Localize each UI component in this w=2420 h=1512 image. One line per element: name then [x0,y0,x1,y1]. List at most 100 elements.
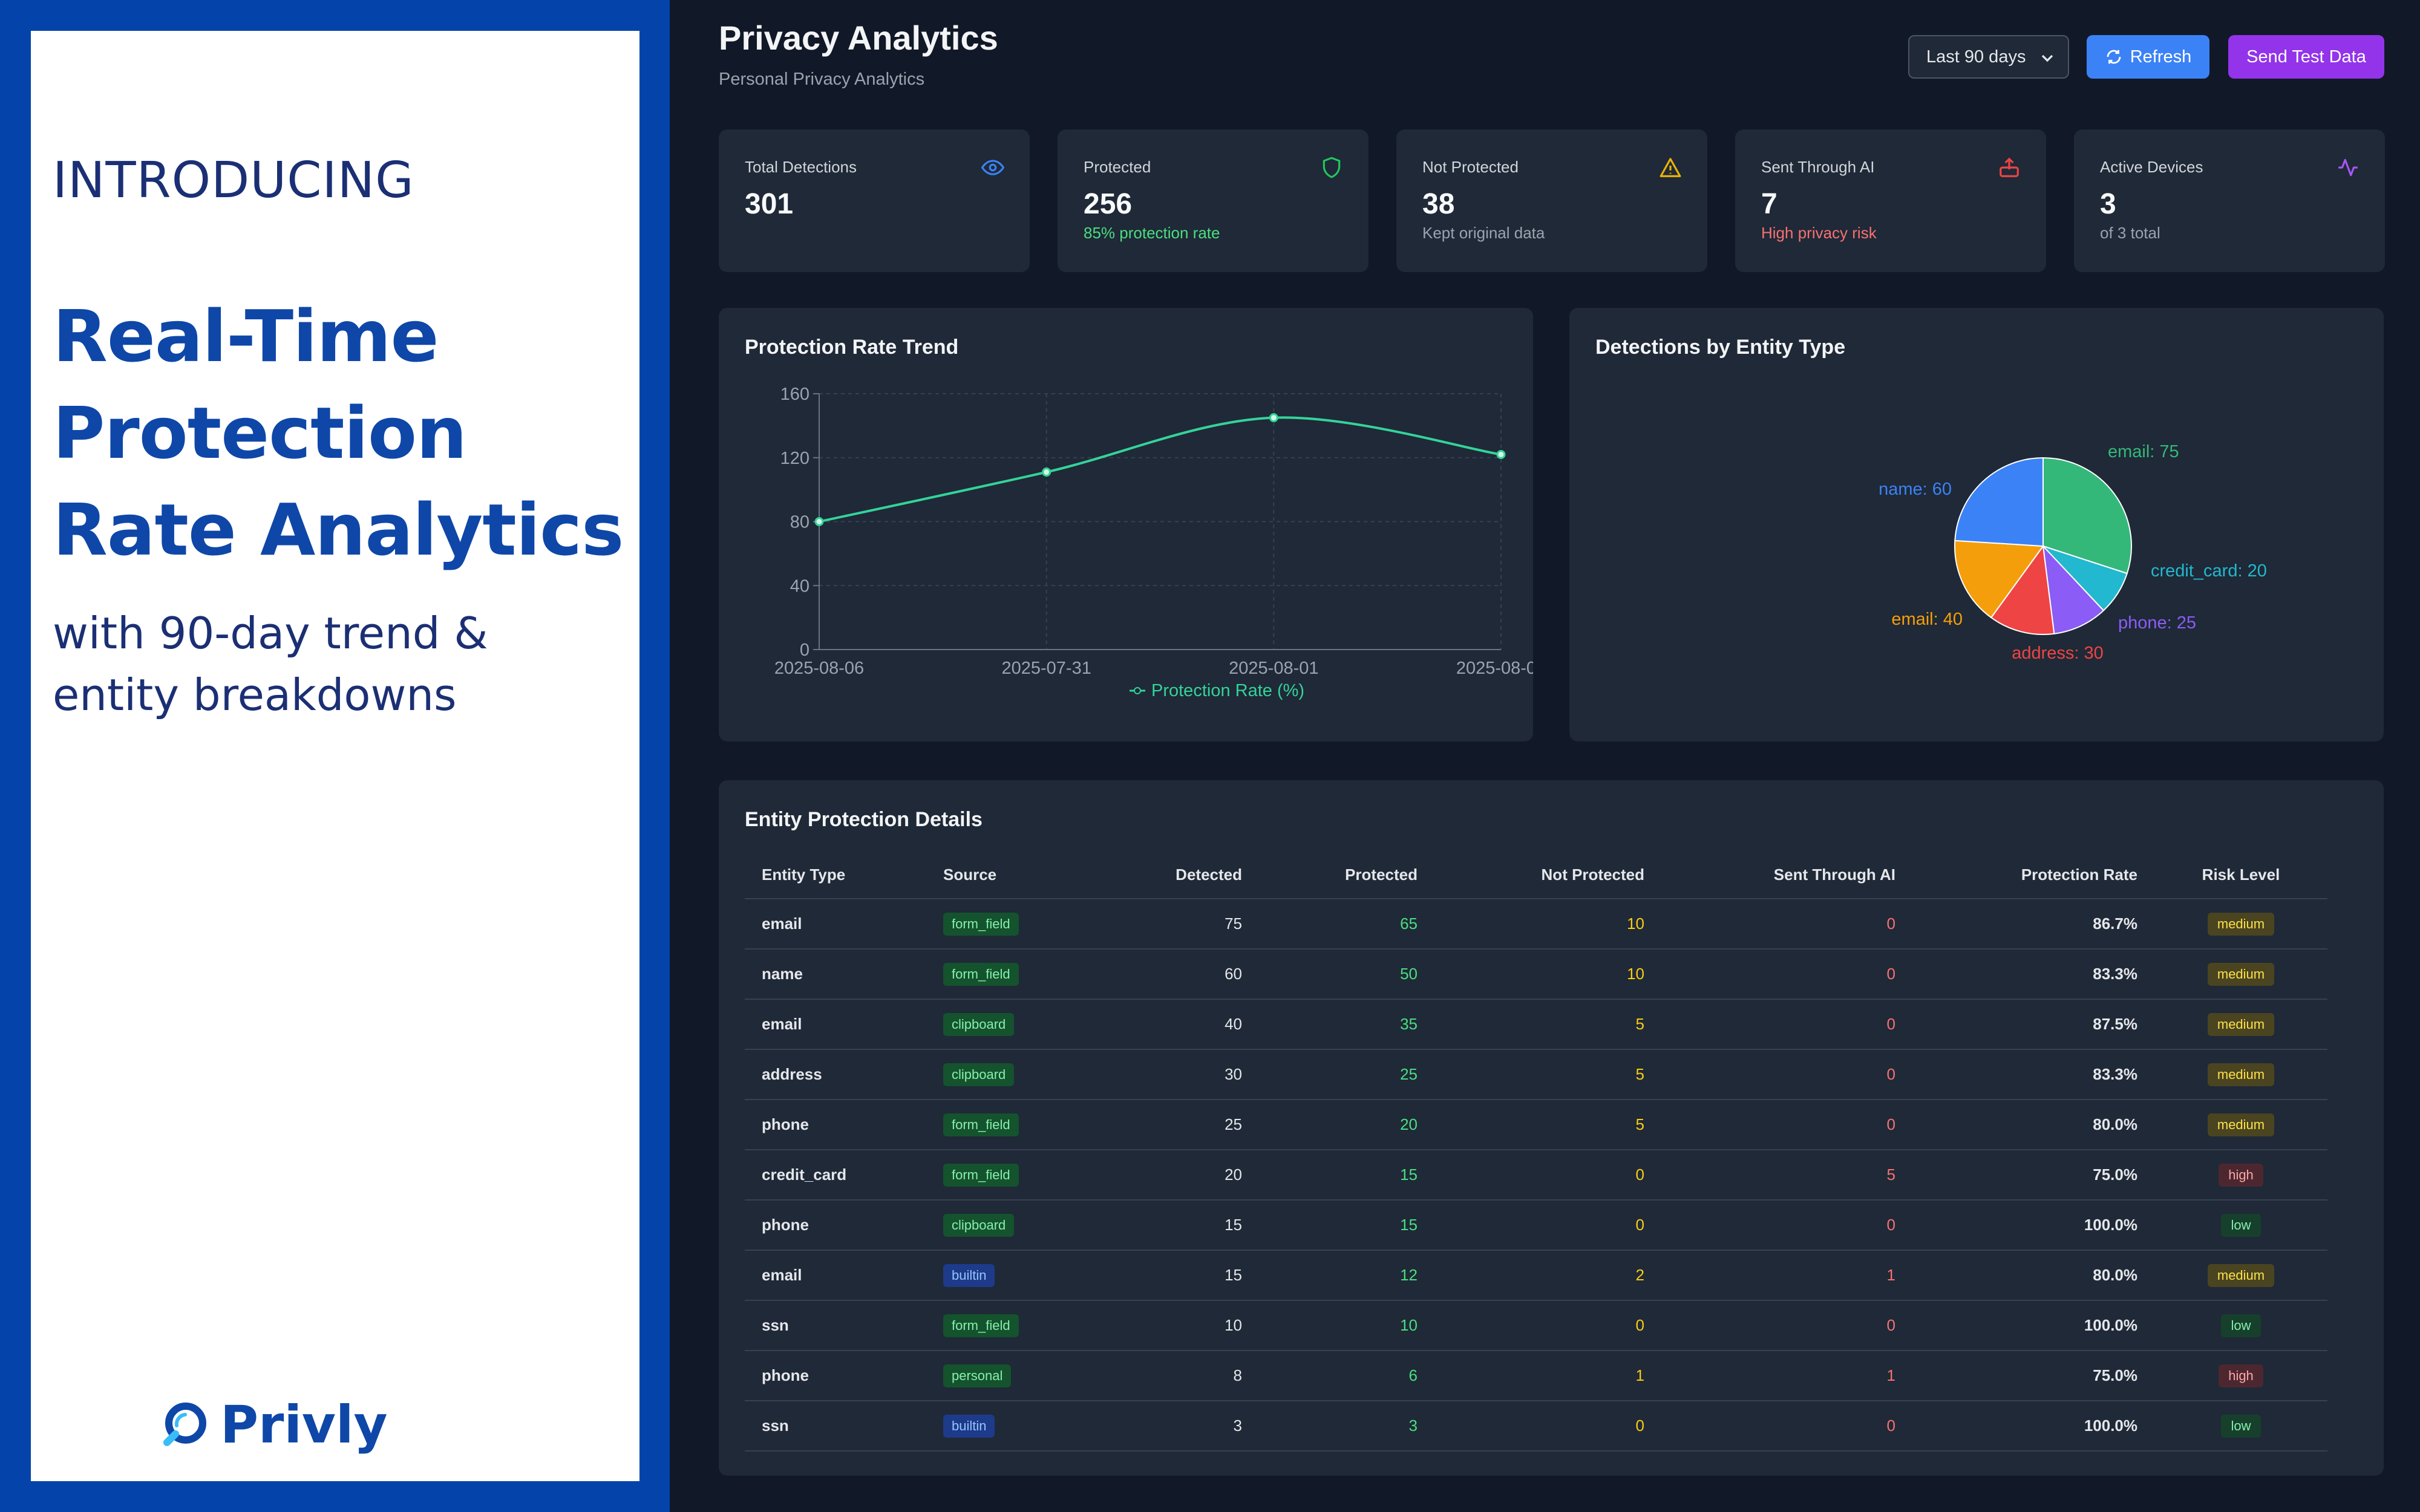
cell-protected: 65 [1259,899,1434,950]
source-tag: clipboard [943,1063,1015,1086]
cell-not-protected: 2 [1434,1250,1661,1301]
refresh-button[interactable]: Refresh [2087,35,2209,79]
cell-not-protected: 1 [1434,1351,1661,1401]
cell-detected: 30 [1108,1049,1259,1100]
y-tick-label: 160 [780,385,809,404]
stat-label: Sent Through AI [1761,158,1875,176]
pie-slice[interactable] [2042,544,2105,634]
risk-badge: low [2221,1414,2261,1438]
pie-slice-label: address: 30 [2012,644,2104,663]
cell-source: personal [926,1351,1108,1401]
col-header-source: Source [926,852,1108,899]
data-point[interactable] [814,517,824,526]
cell-not-protected: 5 [1434,999,1661,1050]
warning-icon [1660,158,1681,177]
pie-slice[interactable] [1954,457,2044,547]
stat-note: 85% protection rate [1084,224,1220,242]
table-row: credit_card form_field 20 15 0 5 75.0% high [745,1150,2327,1201]
cell-rate: 86.7% [1912,899,2154,950]
col-header-sent-ai: Sent Through AI [1661,852,1912,899]
source-tag: builtin [943,1263,995,1287]
pie-slice-label: name: 60 [1879,480,1952,499]
table-row: email clipboard 40 35 5 0 87.5% medium [745,999,2327,1050]
protection-rate-trend-panel: Protection Rate Trend 0 40 80 120 160 2025-08… [719,308,1533,741]
cell-rate: 83.3% [1912,1049,2154,1100]
cell-source: builtin [926,1250,1108,1301]
date-range-value: Last 90 days [1926,47,2026,67]
promo-panel: INTRODUCING Real-Time Protection Rate An… [31,31,639,1481]
cell-sent-ai: 0 [1661,1100,1912,1150]
promo-intro: INTRODUCING [53,152,414,209]
data-point[interactable] [1496,449,1506,459]
cell-protected: 10 [1259,1300,1434,1351]
table-row: phone form_field 25 20 5 0 80.0% medium [745,1100,2327,1150]
pie-slice[interactable] [1990,544,2055,635]
pie-slice[interactable] [1954,539,2044,619]
cell-risk: low [2154,1300,2327,1351]
source-tag: form_field [943,912,1019,936]
cell-rate: 100.0% [1912,1200,2154,1251]
magnifier-logo-icon [163,1403,206,1446]
cell-not-protected: 0 [1434,1300,1661,1351]
pie-slice[interactable] [2042,457,2132,575]
promo-subtitle: with 90-day trend & entity breakdowns [53,608,488,720]
stat-value: 301 [745,188,794,220]
cell-risk: medium [2154,1049,2327,1100]
cell-rate: 80.0% [1912,1250,2154,1301]
stat-card-not-protected: Not Protected 38 Kept original data [1396,129,1707,272]
trend-chart: 0 40 80 120 160 2025-08-06 2025-07-31 2025-08-0… [774,385,1533,700]
stat-note: High privacy risk [1761,224,1877,242]
stat-label: Active Devices [2100,158,2203,176]
stat-label: Total Detections [745,158,857,176]
eye-icon [981,160,1004,175]
x-tick-label: 2025-07-31 [1001,659,1091,678]
source-tag: clipboard [943,1012,1015,1036]
cell-sent-ai: 0 [1661,899,1912,950]
y-tick-label: 80 [790,513,809,532]
risk-badge: medium [2207,962,2275,986]
pie-slice-label: email: 75 [2108,442,2179,461]
brand-logo: Privly [159,1395,388,1455]
page-title: Privacy Analytics [719,19,998,57]
cell-detected: 15 [1108,1200,1259,1251]
col-header-not-protected: Not Protected [1434,852,1661,899]
entity-details-panel: Entity Protection Details Entity Type So… [719,780,2384,1476]
stat-note: Kept original data [1422,224,1545,242]
cell-entity: email [745,1250,926,1301]
cell-protected: 50 [1259,949,1434,1000]
x-tick-label: 2025-08-06 [774,659,864,678]
risk-badge: medium [2207,1263,2275,1287]
stat-card-protected: Protected 256 85% protection rate [1058,129,1369,272]
cell-rate: 83.3% [1912,949,2154,1000]
table-header-row: Entity Type Source Detected Protected No… [745,852,2327,899]
cell-protected: 35 [1259,999,1434,1050]
pie-slice-label: phone: 25 [2118,613,2196,633]
pie-title: Detections by Entity Type [1595,336,1846,359]
cell-sent-ai: 0 [1661,999,1912,1050]
source-tag: form_field [943,962,1019,986]
y-tick-label: 0 [800,640,809,660]
cell-source: form_field [926,1300,1108,1351]
cell-not-protected: 5 [1434,1100,1661,1150]
send-test-data-button[interactable]: Send Test Data [2228,35,2384,79]
detections-by-entity-panel: Detections by Entity Type email: 75 credi… [1569,308,2384,741]
cell-protected: 25 [1259,1049,1434,1100]
cell-detected: 25 [1108,1100,1259,1150]
cell-entity: address [745,1049,926,1100]
chevron-down-icon [2041,54,2053,62]
table-row: phone clipboard 15 15 0 0 100.0% low [745,1200,2327,1251]
risk-badge: low [2221,1314,2261,1337]
date-range-select[interactable]: Last 90 days [1908,35,2069,79]
legend-label[interactable]: Protection Rate (%) [1151,681,1304,700]
source-tag: clipboard [943,1213,1015,1237]
risk-badge: medium [2207,1063,2275,1086]
entity-table: Entity Type Source Detected Protected No… [745,852,2327,1452]
cell-not-protected: 0 [1434,1200,1661,1251]
cell-protected: 15 [1259,1200,1434,1251]
cell-source: clipboard [926,1200,1108,1251]
stat-label: Protected [1084,158,1151,176]
data-point[interactable] [1269,413,1278,423]
cell-sent-ai: 0 [1661,1049,1912,1100]
brand-name: Privly [220,1395,388,1455]
data-point[interactable] [1042,468,1051,477]
